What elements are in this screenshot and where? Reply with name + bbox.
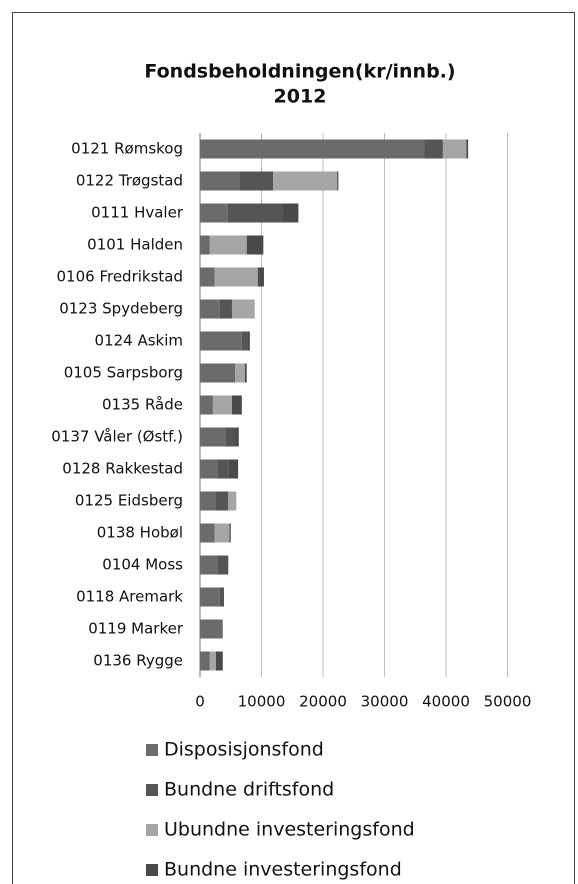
bar-segment xyxy=(200,555,218,575)
bar-segment xyxy=(200,395,213,415)
legend-swatch xyxy=(146,824,158,836)
bar-segment xyxy=(214,267,258,287)
bar-segment xyxy=(200,235,210,255)
y-tick-label: 0135 Råde xyxy=(102,396,183,414)
y-tick-label: 0104 Moss xyxy=(102,556,183,574)
bar-segment xyxy=(424,139,443,159)
y-tick-label: 0124 Askim xyxy=(95,332,183,350)
y-tick-label: 0136 Rygge xyxy=(93,652,183,670)
chart-frame xyxy=(12,12,575,884)
bar-segment xyxy=(200,651,210,671)
legend-swatch xyxy=(146,784,158,796)
bar-segment xyxy=(225,427,236,447)
legend-label: Ubundne investeringsfond xyxy=(164,819,415,841)
legend-label: Bundne investeringsfond xyxy=(164,859,402,881)
bar-segment xyxy=(337,171,339,191)
bar-segment xyxy=(219,299,232,319)
bar-segment xyxy=(273,171,338,191)
y-tick-label: 0122 Trøgstad xyxy=(76,172,183,190)
bar-segment xyxy=(466,139,469,159)
bar-segment xyxy=(442,139,467,159)
bar-segment xyxy=(244,363,247,383)
y-tick-label: 0101 Halden xyxy=(87,236,183,254)
y-tick-label: 0106 Fredrikstad xyxy=(57,268,184,286)
bar-segment xyxy=(200,267,215,287)
legend-label: Bundne driftsfond xyxy=(164,779,334,801)
x-tick-label: 30000 xyxy=(361,693,409,711)
y-tick-label: 0128 Rakkestad xyxy=(62,460,183,478)
x-tick-label: 40000 xyxy=(422,693,470,711)
legend-label: Disposisjonsfond xyxy=(164,739,324,761)
y-tick-label: 0118 Aremark xyxy=(76,588,183,606)
y-tick-label: 0137 Våler (Østf.) xyxy=(51,428,183,446)
bar-segment xyxy=(235,363,245,383)
bar-segment xyxy=(215,651,223,671)
bar-segment xyxy=(212,395,232,415)
bar-segment xyxy=(209,235,247,255)
y-tick-label: 0121 Rømskog xyxy=(71,140,183,158)
bar-segment xyxy=(257,267,264,287)
x-tick-label: 50000 xyxy=(484,693,532,711)
bar-segment xyxy=(227,203,284,223)
bar-segment xyxy=(200,331,242,351)
bar-segment xyxy=(200,459,218,479)
y-tick-label: 0119 Marker xyxy=(88,620,184,638)
bar-segment xyxy=(247,331,250,351)
bar-segment xyxy=(229,523,231,543)
x-tick-label: 0 xyxy=(195,693,205,711)
bar-segment xyxy=(200,139,425,159)
y-tick-label: 0123 Spydeberg xyxy=(59,300,183,318)
bar-segment xyxy=(200,427,226,447)
bar-segment xyxy=(241,331,248,351)
bar-segment xyxy=(200,523,215,543)
bar-segment xyxy=(246,235,264,255)
y-tick-label: 0111 Hvaler xyxy=(91,204,184,222)
bar-segment xyxy=(231,299,255,319)
bar-segment xyxy=(200,299,220,319)
bar-segment xyxy=(215,491,229,511)
bar-segment xyxy=(214,523,230,543)
bar-segment xyxy=(228,459,239,479)
y-tick-label: 0138 Hobøl xyxy=(97,524,183,542)
bar-segment xyxy=(200,203,228,223)
bar-segment xyxy=(283,203,299,223)
bar-segment xyxy=(235,427,239,447)
bar-segment xyxy=(217,459,229,479)
bar-segment xyxy=(239,171,274,191)
legend-swatch xyxy=(146,744,158,756)
chart-subtitle: 2012 xyxy=(274,86,327,108)
bar-segment xyxy=(200,363,236,383)
x-tick-label: 10000 xyxy=(238,693,286,711)
bar-segment xyxy=(200,619,223,639)
bar-segment xyxy=(200,491,216,511)
bar-segment xyxy=(209,651,216,671)
x-tick-label: 20000 xyxy=(299,693,347,711)
bar-segment xyxy=(200,587,220,607)
bar-segment xyxy=(217,555,229,575)
bar-segment xyxy=(228,491,237,511)
chart-title: Fondsbeholdningen(kr/innb.) xyxy=(144,61,455,83)
bar-segment xyxy=(219,587,224,607)
bar-segment xyxy=(231,395,242,415)
legend-swatch xyxy=(146,864,158,876)
y-tick-label: 0125 Eidsberg xyxy=(75,492,183,510)
bar-segment xyxy=(200,171,240,191)
y-tick-label: 0105 Sarpsborg xyxy=(64,364,183,382)
